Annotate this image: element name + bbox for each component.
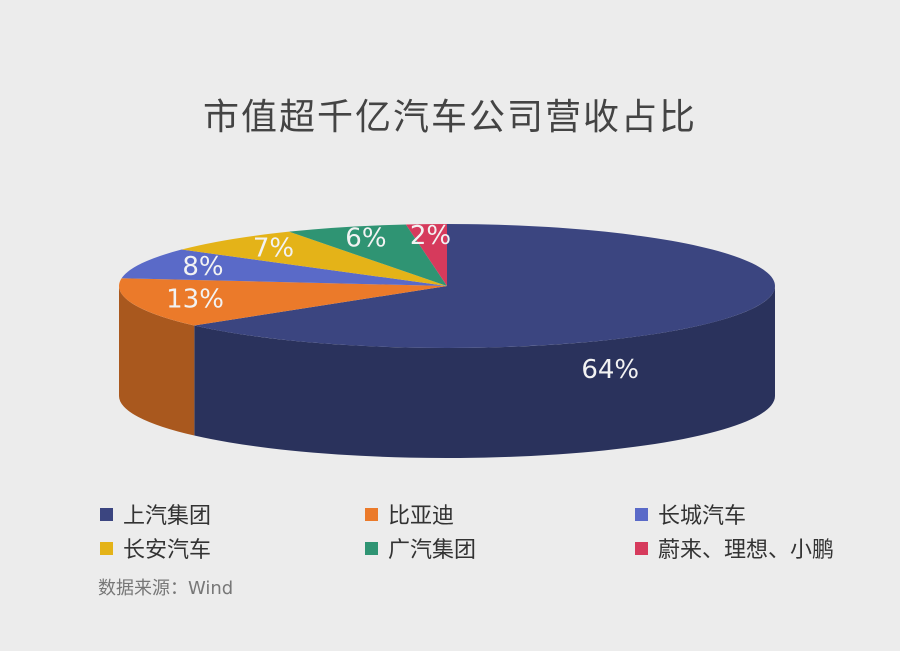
legend-item-1: 比亚迪 xyxy=(365,498,454,530)
legend-swatch-2 xyxy=(635,507,648,521)
legend-item-4: 广汽集团 xyxy=(365,532,476,564)
slice-label-4: 6% xyxy=(345,223,386,253)
slice-3 xyxy=(181,231,447,286)
slice-label-0: 64% xyxy=(581,355,639,385)
slice-label-2: 8% xyxy=(182,252,223,282)
legend-swatch-4 xyxy=(365,541,378,555)
slice-side-1-0 xyxy=(119,286,195,436)
slice-1 xyxy=(119,278,447,326)
legend-swatch-0 xyxy=(100,507,113,521)
legend-label-4: 广汽集团 xyxy=(388,538,477,563)
slice-label-1: 13% xyxy=(166,284,224,314)
slice-5 xyxy=(405,224,447,286)
legend-item-0: 上汽集团 xyxy=(100,498,211,530)
pie-labels: 64% 13%8% 7% 6% 2% xyxy=(166,221,639,385)
slice-2 xyxy=(121,249,448,286)
slice-label-3: 7% xyxy=(253,233,294,263)
legend-label-0: 上汽集团 xyxy=(123,504,212,529)
legend-label-2: 长城汽车 xyxy=(658,504,747,529)
legend-swatch-3 xyxy=(100,541,113,555)
legend-item-3: 长安汽车 xyxy=(100,532,211,564)
chart-title: 市值超千亿汽车公司营收占比 xyxy=(202,97,697,138)
pie-top xyxy=(119,224,775,348)
legend-label-1: 比亚迪 xyxy=(388,504,455,529)
slice-side-0-0 xyxy=(194,286,775,459)
slice-label-5: 2% xyxy=(410,221,451,251)
legend-label-3: 长安汽车 xyxy=(123,538,212,563)
pie-sides xyxy=(119,286,775,459)
legend-item-2: 长城汽车 xyxy=(635,498,746,530)
legend-swatch-1 xyxy=(365,507,378,521)
legend-item-5: 蔚来、理想、小鹏 xyxy=(635,532,834,564)
slice-0 xyxy=(194,224,775,348)
legend-swatch-5 xyxy=(635,541,648,555)
legend-label-5: 蔚来、理想、小鹏 xyxy=(658,538,835,563)
slice-4 xyxy=(288,224,447,286)
source-note: 数据来源：Wind xyxy=(98,578,234,599)
